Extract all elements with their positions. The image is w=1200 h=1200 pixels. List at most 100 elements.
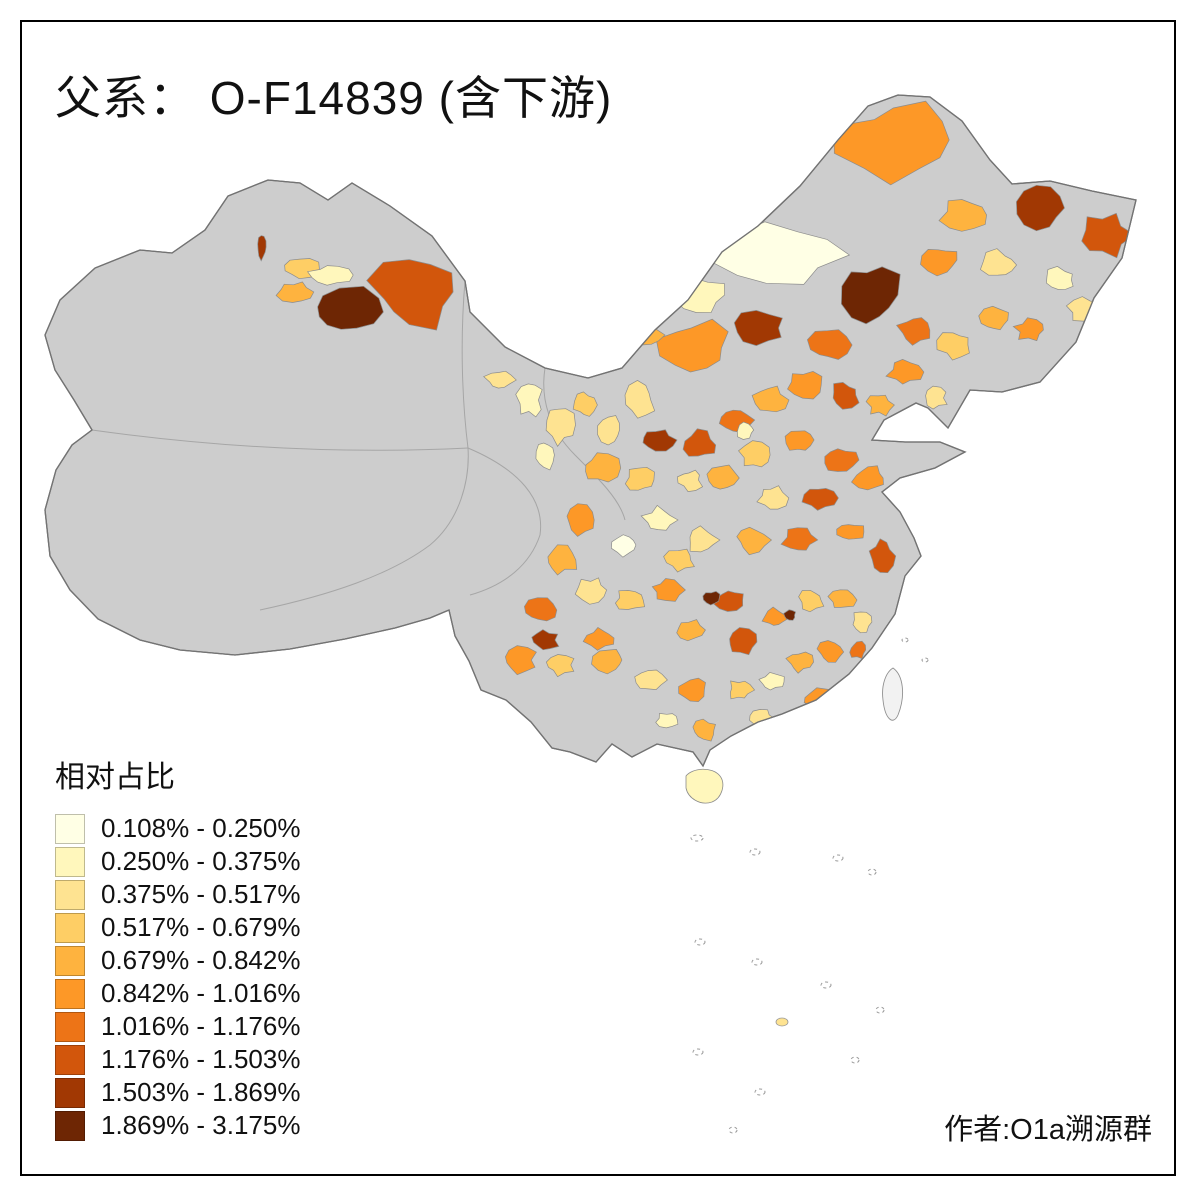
map-region (798, 589, 825, 613)
map-region (545, 654, 575, 678)
map-region (824, 448, 860, 472)
legend-row: 0.375% - 0.517% (55, 878, 300, 911)
map-region (524, 597, 558, 622)
map-region (827, 589, 858, 608)
map-region (736, 421, 755, 440)
map-region (678, 677, 706, 703)
legend-swatch (55, 1044, 85, 1075)
legend-swatch (55, 1110, 85, 1141)
map-region (535, 442, 555, 471)
legend-label: 0.375% - 0.517% (101, 879, 301, 909)
legend-label: 1.016% - 1.176% (101, 1011, 301, 1041)
map-region (1016, 184, 1065, 232)
legend-label: 1.176% - 1.503% (101, 1044, 301, 1074)
map-region (1012, 317, 1044, 342)
map-title: 父系： O-F14839 (含下游) (55, 72, 613, 124)
map-region (515, 383, 543, 418)
map-region (585, 452, 622, 483)
map-region (756, 485, 790, 510)
legend-swatch (55, 1077, 85, 1108)
legend-label: 0.679% - 0.842% (101, 945, 301, 975)
map-region (677, 469, 704, 492)
map-region (531, 629, 560, 651)
legend-label: 0.842% - 1.016% (101, 978, 301, 1008)
legend-rows: 0.108% - 0.250% 0.250% - 0.375% 0.375% - 0… (55, 812, 300, 1142)
map-region (920, 249, 958, 277)
map-region (257, 235, 267, 262)
map-region (642, 429, 678, 452)
taiwan-island (882, 667, 904, 721)
map-region (591, 649, 623, 675)
map-region (689, 525, 721, 553)
legend-row: 0.250% - 0.375% (55, 845, 300, 878)
legend-swatch (55, 912, 85, 943)
map-region (655, 713, 679, 729)
province-borders (91, 280, 626, 611)
map-region (729, 627, 758, 656)
map-region (572, 391, 598, 417)
map-region (978, 305, 1009, 331)
choropleth-regions (257, 100, 1136, 742)
map-region (624, 379, 656, 419)
map-region (706, 464, 740, 490)
author-credit: 作者:O1a溯源群 (944, 1114, 1152, 1146)
map-region (611, 534, 637, 558)
legend-swatch (55, 1011, 85, 1042)
map-region (624, 466, 655, 491)
map-region (851, 465, 884, 491)
map-region (816, 640, 845, 663)
map-region (836, 524, 865, 540)
map-region (896, 317, 931, 346)
map-region (655, 318, 729, 373)
map-region (582, 627, 615, 651)
legend-row: 1.016% - 1.176% (55, 1010, 300, 1043)
map-region (868, 538, 897, 574)
map-region (1081, 212, 1136, 259)
legend-row: 1.176% - 1.503% (55, 1043, 300, 1076)
south-china-sea-islands (690, 637, 929, 1134)
map-region (784, 430, 815, 451)
legend-swatch (55, 813, 85, 844)
legend-swatch (55, 846, 85, 877)
map-region (614, 590, 646, 610)
map-region (832, 382, 860, 410)
map-region (483, 370, 517, 389)
legend-label: 1.503% - 1.869% (101, 1077, 301, 1107)
map-region (807, 329, 853, 360)
map-region (676, 619, 706, 642)
legend-row: 0.679% - 0.842% (55, 944, 300, 977)
hainan-island (685, 768, 724, 804)
map-base (44, 94, 1137, 767)
map-region (751, 385, 790, 413)
map-region (801, 488, 839, 511)
legend-row: 1.869% - 3.175% (55, 1109, 300, 1142)
legend-label: 1.869% - 3.175% (101, 1110, 301, 1140)
map-region (574, 577, 608, 605)
legend-swatch (55, 978, 85, 1009)
map-region (738, 440, 771, 468)
map-region (758, 672, 785, 691)
map-region (736, 526, 773, 556)
legend-row: 0.108% - 0.250% (55, 812, 300, 845)
map-region (785, 651, 814, 674)
map-region (885, 359, 925, 385)
map-region (366, 259, 454, 331)
map-region (547, 544, 578, 576)
legend-row: 0.842% - 1.016% (55, 977, 300, 1010)
map-region (761, 606, 790, 626)
legend: 相对占比 0.108% - 0.250% 0.250% - 0.375% 0.375… (55, 752, 300, 1142)
map-region (505, 645, 537, 676)
map-region (841, 266, 901, 325)
map-region (640, 504, 679, 531)
legend-row: 1.503% - 1.869% (55, 1076, 300, 1109)
map-region (692, 718, 716, 742)
map-region (936, 332, 970, 361)
map-region (979, 248, 1018, 276)
pratas-islet (775, 1017, 789, 1027)
map-region (780, 527, 819, 551)
map-region (730, 680, 756, 700)
map-region (787, 371, 823, 400)
legend-label: 0.250% - 0.375% (101, 846, 301, 876)
